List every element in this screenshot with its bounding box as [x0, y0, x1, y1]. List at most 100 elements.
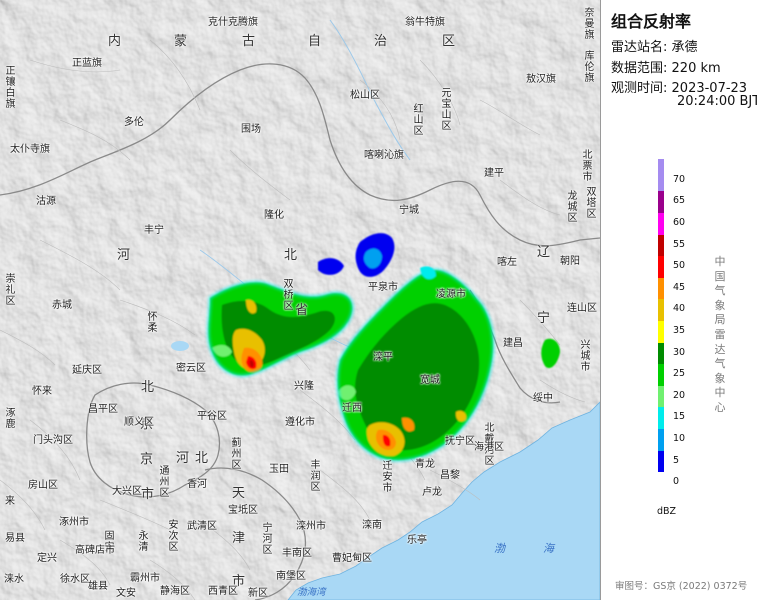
prov-label: 宁 [537, 311, 551, 326]
place-label: 卢龙 [422, 487, 442, 498]
place-label: 怀柔 [147, 312, 158, 334]
place-label: 平谷区 [197, 411, 227, 422]
place-label: 龙城区 [567, 191, 578, 224]
place-label: 元宝山区 [441, 88, 452, 132]
legend-row: 15 [647, 397, 685, 429]
range-value: 220 km [671, 61, 721, 76]
legend-label: 0 [673, 476, 680, 488]
place-label: 徐水区 [60, 574, 90, 585]
legend-row: 40 [647, 289, 685, 321]
legend-label: 10 [673, 432, 686, 444]
place-label: 朝阳 [560, 256, 580, 267]
prov-label: 京 [140, 417, 154, 432]
echo-outline [207, 268, 495, 462]
place-label: 正镶白旗 [5, 66, 16, 110]
map-canvas [0, 0, 600, 600]
legend-label: 45 [673, 281, 686, 293]
place-label: 遵化市 [285, 417, 315, 428]
place-label: 宝坻区 [228, 505, 258, 516]
place-label: 青龙 [415, 459, 435, 470]
place-label: 太仆寺旗 [10, 144, 50, 155]
bohai-sea [287, 401, 600, 600]
place-label: 北票市 [582, 150, 593, 183]
legend-label: 55 [673, 238, 686, 250]
place-label: 固安 [104, 531, 115, 553]
legend-unit: dBZ [657, 506, 677, 517]
legend-row: 5 [647, 440, 679, 473]
place-label: 定兴 [37, 553, 57, 564]
place-label: 宁河区 [262, 523, 273, 556]
place-label: 建昌 [503, 338, 523, 349]
range-row: 数据范围: 220 km [611, 57, 721, 76]
legend-label: 65 [673, 195, 686, 207]
place-label: 房山区 [28, 480, 58, 491]
place-label: 宁城 [399, 205, 419, 216]
prov-label: 内 [108, 34, 122, 49]
legend-row: 70 [647, 159, 685, 192]
legend-swatch [658, 299, 664, 321]
place-label: 文安 [116, 588, 136, 599]
place-label: 新区 [248, 588, 268, 599]
legend-row: 25 [647, 353, 685, 386]
river-1 [329, 19, 411, 161]
legend-row: 50 [647, 245, 685, 278]
legend-swatch [658, 450, 664, 473]
legend-swatch [658, 256, 664, 278]
place-label: 双桥区 [283, 279, 294, 312]
echo-west [208, 282, 353, 376]
place-label: 通州区 [159, 466, 170, 499]
place-label: 库伦旗 [584, 51, 595, 84]
legend-label: 50 [673, 260, 686, 272]
legend-swatch [658, 407, 664, 429]
review-number: 审图号：GS京 (2022) 0372号 [615, 581, 748, 592]
place-label: 西青区 [208, 586, 238, 597]
place-label: 兴城市 [580, 340, 591, 373]
legend-label: 15 [673, 411, 686, 423]
legend-swatch [658, 342, 664, 365]
place-label: 喀喇沁旗 [364, 150, 404, 161]
legend-swatch [658, 212, 664, 235]
place-label: 松山区 [350, 90, 380, 101]
prov-label: 津 [232, 531, 246, 546]
place-label: 隆化 [264, 210, 284, 221]
legend-label: 35 [673, 324, 686, 336]
legend-label: 5 [673, 454, 680, 466]
prov-label: 市 [141, 487, 155, 502]
prov-label: 省 [295, 303, 309, 318]
place-label: 建平 [484, 168, 504, 179]
county-borders [0, 39, 586, 600]
legend-row: 55 [647, 224, 685, 257]
echo-east [337, 266, 560, 461]
prov-label: 北 [195, 451, 209, 466]
place-label: 曹妃甸区 [332, 553, 372, 564]
place-label: 玉田 [269, 464, 289, 475]
station-value: 承德 [671, 40, 698, 55]
place-label: 易县 [5, 533, 25, 544]
place-label: 喀左 [497, 257, 517, 268]
legend-row: 60 [647, 202, 685, 235]
place-label: 多伦 [124, 117, 144, 128]
place-label: 永清 [138, 531, 149, 553]
prov-label: 天 [232, 486, 246, 501]
radar-map[interactable]: 内 蒙 古 自 治 区 河 北 省 辽 宁 京 天 津 市 北 京 市 河 北 … [0, 0, 600, 600]
station-label: 雷达站名: [611, 40, 668, 55]
place-label: 涞水 [4, 574, 24, 585]
info-panel: 组合反射率 雷达站名: 承德 数据范围: 220 km 观测时间: 2023-0… [600, 0, 757, 600]
time-row: 观测时间: 2023-07-23 [611, 77, 747, 96]
place-label: 崇礼区 [5, 274, 16, 307]
place-label: 克什克腾旗 [208, 17, 258, 28]
prov-label: 古 [242, 34, 256, 49]
place-label: 抚宁区 [445, 436, 475, 447]
agency-label: 中国气象局雷达气象中心 [714, 255, 726, 414]
place-label: 香河 [187, 479, 207, 490]
place-label: 滦州市 [296, 521, 326, 532]
legend-label: 30 [673, 346, 686, 358]
prov-label: 治 [374, 34, 388, 49]
legend-swatch [658, 191, 664, 213]
prov-label: 市 [232, 574, 246, 589]
place-label: 双塔区 [586, 187, 597, 220]
legend-swatch [658, 234, 664, 257]
prov-label: 北 [141, 380, 155, 395]
place-label: 连山区 [567, 303, 597, 314]
